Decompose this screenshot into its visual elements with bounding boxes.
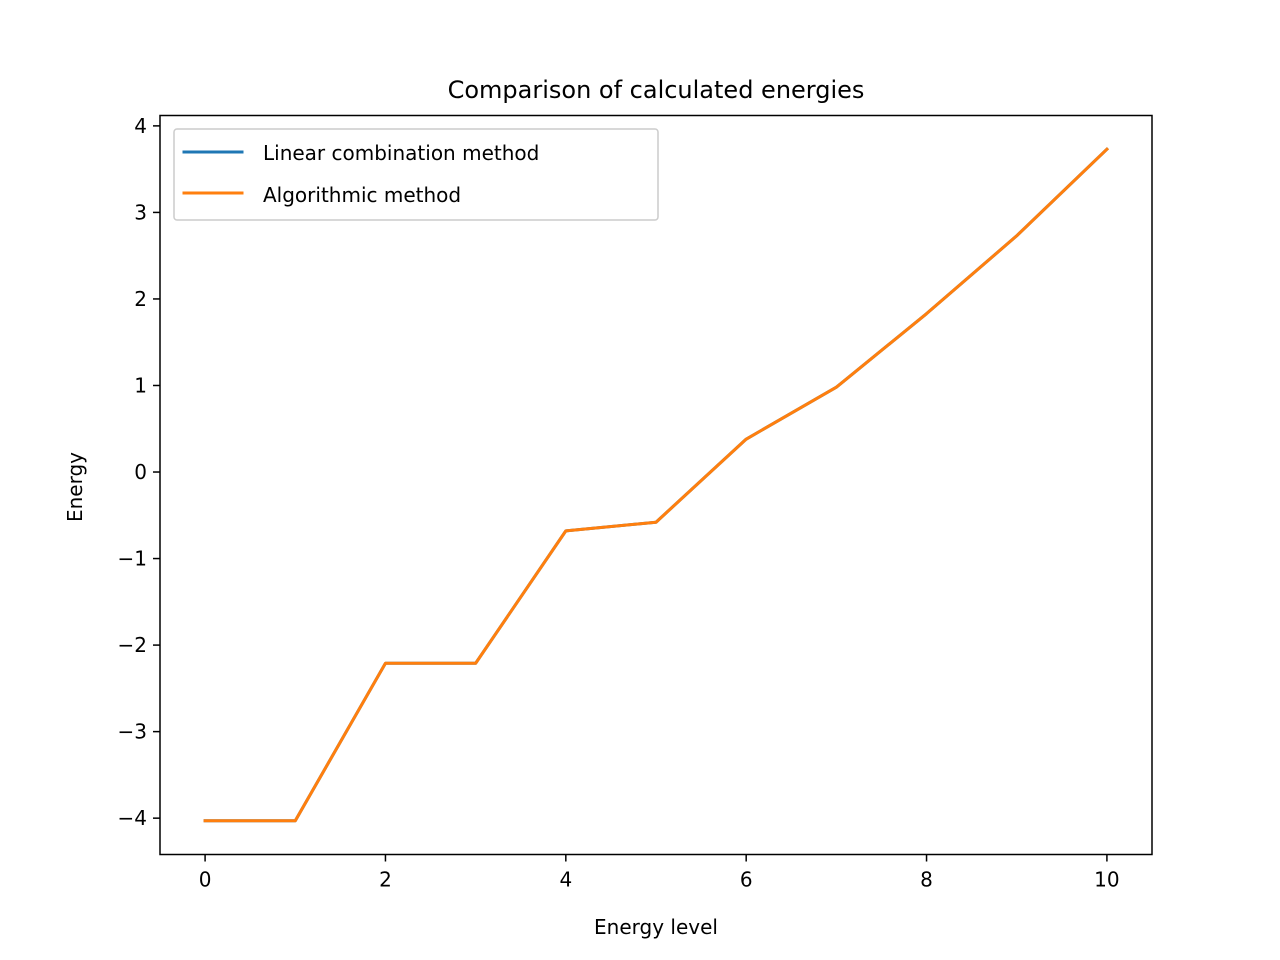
- y-tick-label: −4: [118, 806, 147, 830]
- y-tick-label: −3: [118, 720, 147, 744]
- legend-label-algorithmic: Algorithmic method: [263, 183, 461, 207]
- plot-area-frame: [159, 114, 1153, 856]
- x-tick-label: 2: [379, 868, 392, 892]
- y-tick-label: 0: [134, 460, 147, 484]
- y-axis-label: Energy: [63, 452, 87, 522]
- x-axis-ticks: 0 2 4 6 8 10: [199, 854, 1120, 892]
- series-layer: [203, 147, 1110, 823]
- legend-box: [173, 128, 659, 221]
- x-tick-label: 10: [1094, 868, 1119, 892]
- y-axis-ticks: −4 −3 −2 −1 0 1 2 3 4: [118, 114, 160, 830]
- x-tick-label: 0: [199, 868, 212, 892]
- y-tick-label: 4: [134, 114, 147, 138]
- y-tick-label: 2: [134, 287, 147, 311]
- chart-title: Comparison of calculated energies: [448, 76, 865, 104]
- x-axis-label: Energy level: [594, 915, 718, 939]
- y-tick-label: −1: [118, 547, 147, 571]
- y-tick-label: −2: [118, 633, 147, 657]
- series-line-algorithmic: [203, 147, 1110, 823]
- y-tick-label: 1: [134, 373, 147, 397]
- legend: Linear combination method Algorithmic me…: [173, 128, 659, 221]
- x-tick-label: 4: [559, 868, 572, 892]
- y-tick-label: 3: [134, 200, 147, 224]
- x-tick-label: 8: [920, 868, 933, 892]
- legend-label-linear-combination: Linear combination method: [263, 141, 539, 165]
- x-tick-label: 6: [740, 868, 753, 892]
